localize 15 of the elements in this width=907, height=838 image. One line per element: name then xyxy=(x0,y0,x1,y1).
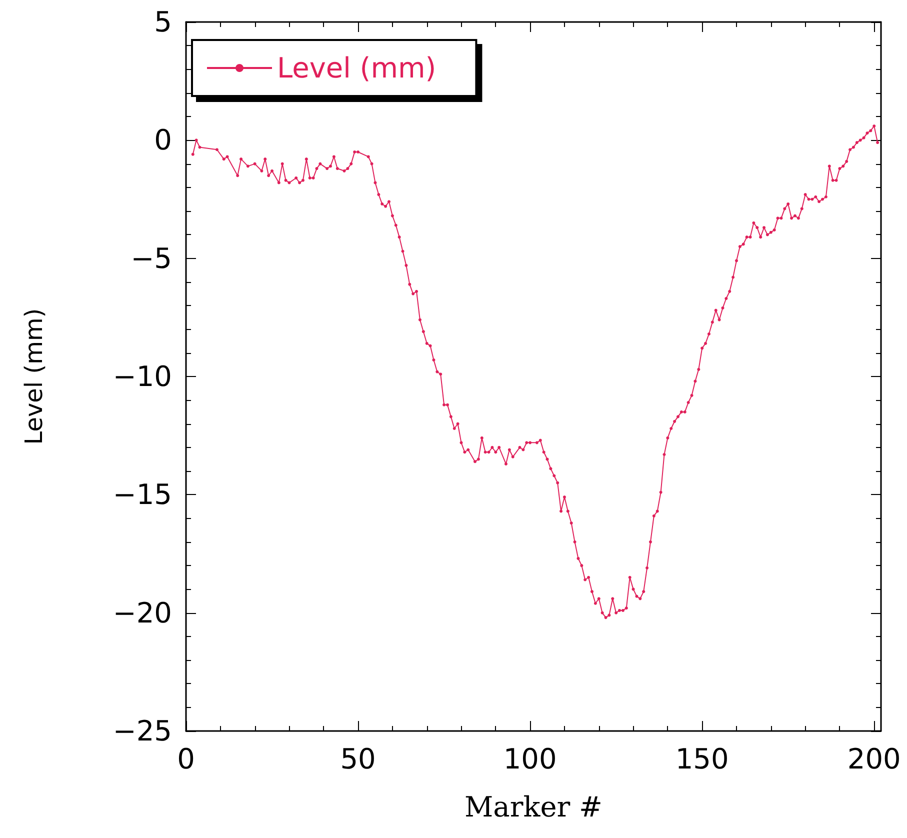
x-tick-label: 50 xyxy=(340,742,376,776)
y-tick-label: −25 xyxy=(112,714,172,748)
y-tick-label: −5 xyxy=(130,242,172,275)
y-tick-label: −10 xyxy=(112,360,172,393)
y-tick-label: 0 xyxy=(154,124,172,157)
y-axis-title: Level (mm) xyxy=(20,308,48,445)
y-tick-label: −15 xyxy=(112,478,172,512)
x-tick-label: 100 xyxy=(503,742,557,776)
y-tick-label: 5 xyxy=(154,6,172,38)
legend-label: Level (mm) xyxy=(277,52,436,84)
x-tick-label: 0 xyxy=(177,742,195,776)
y-tick-label: −20 xyxy=(112,596,172,630)
x-tick-label: 150 xyxy=(675,742,729,776)
x-tick-label: 200 xyxy=(847,742,901,776)
x-axis-title: Marker # xyxy=(464,790,603,824)
